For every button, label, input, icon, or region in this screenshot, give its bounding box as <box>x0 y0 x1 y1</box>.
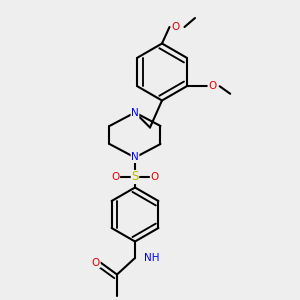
Text: N: N <box>131 107 139 118</box>
Text: N: N <box>131 152 139 163</box>
Text: O: O <box>208 81 216 91</box>
Text: O: O <box>111 172 120 182</box>
Text: S: S <box>131 170 139 184</box>
Text: NH: NH <box>144 253 160 263</box>
Text: O: O <box>92 257 100 268</box>
Text: O: O <box>150 172 159 182</box>
Text: O: O <box>171 22 180 32</box>
